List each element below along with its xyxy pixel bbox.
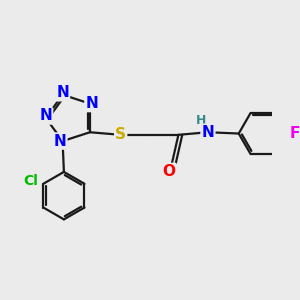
Text: N: N xyxy=(54,134,66,148)
Text: O: O xyxy=(162,164,175,179)
Text: Cl: Cl xyxy=(23,174,38,188)
Text: N: N xyxy=(56,85,69,100)
Text: S: S xyxy=(115,127,126,142)
Text: F: F xyxy=(290,126,300,141)
Text: H: H xyxy=(196,114,207,127)
Text: N: N xyxy=(202,125,214,140)
Text: N: N xyxy=(39,109,52,124)
Text: N: N xyxy=(85,96,98,111)
